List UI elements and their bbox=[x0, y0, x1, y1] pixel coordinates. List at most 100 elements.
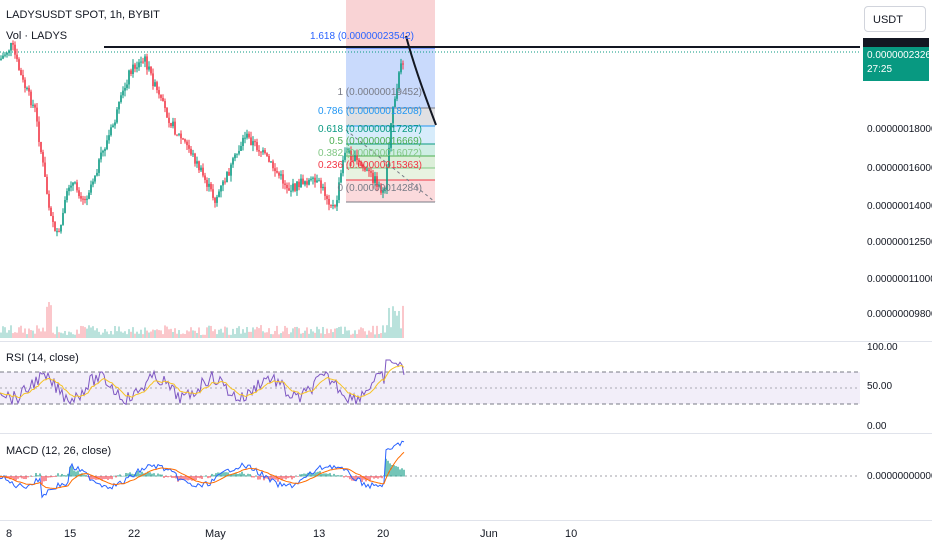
macd-hist-bar bbox=[169, 476, 171, 477]
volume-indicator-label[interactable]: Vol · LADYS bbox=[6, 30, 68, 42]
volume-bar bbox=[6, 332, 8, 338]
pane-divider[interactable] bbox=[0, 341, 932, 342]
macd-hist-bar bbox=[379, 476, 381, 478]
macd-hist-bar bbox=[27, 476, 29, 478]
candle bbox=[396, 88, 398, 99]
macd-hist-bar bbox=[229, 474, 231, 477]
macd-hist-bar bbox=[141, 471, 143, 477]
last-price-value: 0.00000023264 bbox=[867, 50, 932, 61]
volume-bar bbox=[392, 306, 394, 338]
candle bbox=[334, 205, 336, 207]
price-chart[interactable] bbox=[0, 0, 860, 340]
volume-bar bbox=[64, 330, 66, 338]
macd-hist-bar bbox=[257, 476, 259, 480]
candle bbox=[292, 183, 294, 191]
volume-bar bbox=[382, 325, 384, 338]
volume-bar bbox=[344, 326, 346, 338]
macd-hist-bar bbox=[127, 473, 129, 477]
candle bbox=[88, 192, 90, 199]
candle bbox=[100, 152, 102, 160]
candle bbox=[368, 169, 370, 172]
volume-bar bbox=[274, 330, 276, 338]
candle bbox=[126, 84, 128, 88]
candle bbox=[352, 160, 354, 162]
projection-curve[interactable] bbox=[405, 35, 437, 126]
macd-hist-bar bbox=[391, 465, 393, 477]
macd-pane[interactable] bbox=[0, 434, 860, 520]
rsi-label[interactable]: RSI (14, close) bbox=[6, 352, 79, 364]
volume-bar bbox=[286, 327, 288, 338]
volume-bar bbox=[128, 329, 130, 338]
candle bbox=[76, 182, 78, 191]
candle bbox=[376, 176, 378, 187]
symbol-title[interactable]: LADYSUSDT SPOT, 1h, BYBIT bbox=[6, 9, 160, 21]
candle bbox=[210, 183, 212, 190]
volume-bar bbox=[76, 329, 78, 338]
volume-bar bbox=[284, 325, 286, 338]
fib-zone-6 bbox=[346, 180, 435, 202]
candle bbox=[350, 150, 352, 161]
volume-bar bbox=[326, 328, 328, 338]
macd-hist-bar bbox=[69, 466, 71, 477]
candle bbox=[70, 185, 72, 188]
candle bbox=[12, 43, 14, 45]
macd-hist-bar bbox=[139, 473, 141, 477]
macd-hist-bar bbox=[401, 468, 403, 477]
candle bbox=[74, 182, 76, 184]
candle bbox=[322, 186, 324, 189]
macd-hist-bar bbox=[83, 474, 85, 477]
macd-hist-bar bbox=[131, 473, 133, 477]
volume-bar bbox=[352, 333, 354, 338]
candle bbox=[188, 145, 190, 149]
macd-hist-bar bbox=[213, 474, 215, 477]
volume-bar bbox=[338, 327, 340, 338]
volume-bar bbox=[20, 325, 22, 338]
macd-hist-bar bbox=[149, 472, 151, 477]
volume-bar bbox=[364, 331, 366, 338]
candle bbox=[234, 154, 236, 159]
volume-bar bbox=[136, 331, 138, 338]
candle bbox=[324, 186, 326, 196]
volume-bar bbox=[330, 329, 332, 338]
fib-zone-top bbox=[346, 48, 435, 108]
candle bbox=[356, 155, 358, 160]
rsi-pane[interactable] bbox=[0, 342, 860, 432]
macd-hist-bar bbox=[403, 469, 405, 477]
candle bbox=[266, 153, 268, 156]
volume-bar bbox=[134, 333, 136, 338]
macd-hist-bar bbox=[377, 476, 379, 479]
volume-bar bbox=[84, 327, 86, 338]
candle bbox=[198, 161, 200, 171]
macd-hist-bar bbox=[369, 476, 371, 481]
currency-button[interactable]: USDT bbox=[864, 6, 926, 32]
macd-hist-bar bbox=[137, 471, 139, 477]
candle bbox=[96, 172, 98, 176]
candle bbox=[256, 142, 258, 151]
macd-label[interactable]: MACD (12, 26, close) bbox=[6, 445, 112, 457]
macd-hist-bar bbox=[95, 476, 97, 480]
volume-bar bbox=[30, 330, 32, 338]
volume-bar bbox=[104, 329, 106, 338]
candle bbox=[258, 150, 260, 152]
macd-hist-bar bbox=[247, 473, 249, 477]
macd-hist-bar bbox=[275, 476, 277, 480]
macd-hist-bar bbox=[49, 476, 51, 478]
macd-hist-bar bbox=[45, 476, 47, 481]
candle bbox=[342, 159, 344, 174]
price-tick: 0.00000011000 bbox=[867, 274, 932, 285]
volume-bar bbox=[36, 325, 38, 338]
volume-bar bbox=[360, 327, 362, 338]
candle bbox=[62, 212, 64, 225]
candle bbox=[110, 127, 112, 136]
volume-bar bbox=[220, 328, 222, 338]
candle bbox=[328, 198, 330, 205]
candle bbox=[364, 167, 366, 171]
macd-hist-bar bbox=[321, 473, 323, 477]
macd-hist-bar bbox=[399, 469, 401, 477]
volume-bar bbox=[332, 332, 334, 338]
pane-divider[interactable] bbox=[0, 433, 932, 434]
candle bbox=[168, 117, 170, 123]
volume-bar bbox=[246, 327, 248, 338]
volume-bar bbox=[234, 334, 236, 338]
volume-bar bbox=[222, 332, 224, 338]
